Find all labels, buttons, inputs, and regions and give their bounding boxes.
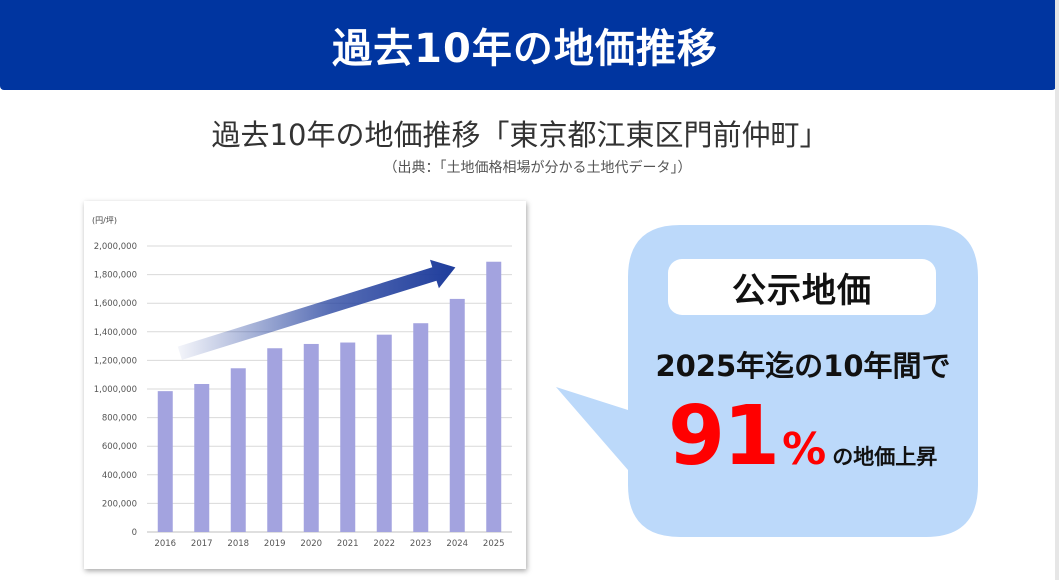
y-unit-label: (円/坪) [92,216,117,225]
x-tick-label: 2016 [154,539,176,549]
x-tick-label: 2018 [227,539,249,549]
x-tick-label: 2022 [373,539,395,549]
y-tick-label: 1,400,000 [94,328,137,338]
bar-2017 [194,383,210,532]
bar-2019 [267,348,283,532]
y-tick-label: 1,800,000 [94,271,137,281]
source-note: （出典：「土地価格相場が分かる土地代データ」） [383,160,692,176]
bar-2016 [157,391,173,532]
x-tick-label: 2020 [300,539,322,549]
y-tick-label: 600,000 [102,442,137,452]
x-tick-label: 2025 [483,539,505,549]
y-tick-label: 1,200,000 [94,356,137,366]
increase-suffix: の地価上昇 [832,445,938,469]
y-tick-label: 200,000 [102,499,137,509]
bar-2021 [340,342,356,532]
bar-2020 [303,343,319,532]
y-tick-label: 1,600,000 [94,299,137,309]
x-tick-label: 2023 [410,539,432,549]
bar-2023 [413,323,429,532]
increase-value: 91 [668,389,780,484]
badge-label: 公示地価 [732,270,872,311]
page-title: 過去10年の地価推移 [332,26,718,72]
y-tick-label: 1,000,000 [94,385,137,395]
bar-chart: (円/坪) 0 200,000 400,000 600,000 800,000 1,000,… [92,216,512,549]
x-tick-label: 2021 [337,539,359,549]
x-tick-label: 2019 [264,539,286,549]
y-tick-label: 800,000 [102,414,137,424]
y-tick-label: 400,000 [102,471,137,481]
chart-heading: 過去10年の地価推移「東京都江東区門前仲町」 [211,118,829,152]
x-tick-label: 2024 [446,539,468,549]
chart-card: (円/坪) 0 200,000 400,000 600,000 800,000 1,000,… [84,201,526,569]
bar-2022 [376,334,392,532]
bar-2018 [230,368,246,532]
y-tick-label: 2,000,000 [94,242,137,252]
bar-2025 [486,261,502,532]
page-edge [1055,0,1059,580]
trend-arrow-icon [177,259,456,360]
land-price-badge: 公示地価 [668,259,936,315]
callout-line: 2025年迄の10年間で [655,349,951,383]
increase-figure: 91 % の地価上昇 [668,392,937,482]
y-tick-label: 0 [132,528,137,538]
x-tick-label: 2017 [191,539,213,549]
page-header: 過去10年の地価推移 [0,0,1056,90]
bar-2024 [449,298,465,532]
percent-sign: % [782,424,827,475]
